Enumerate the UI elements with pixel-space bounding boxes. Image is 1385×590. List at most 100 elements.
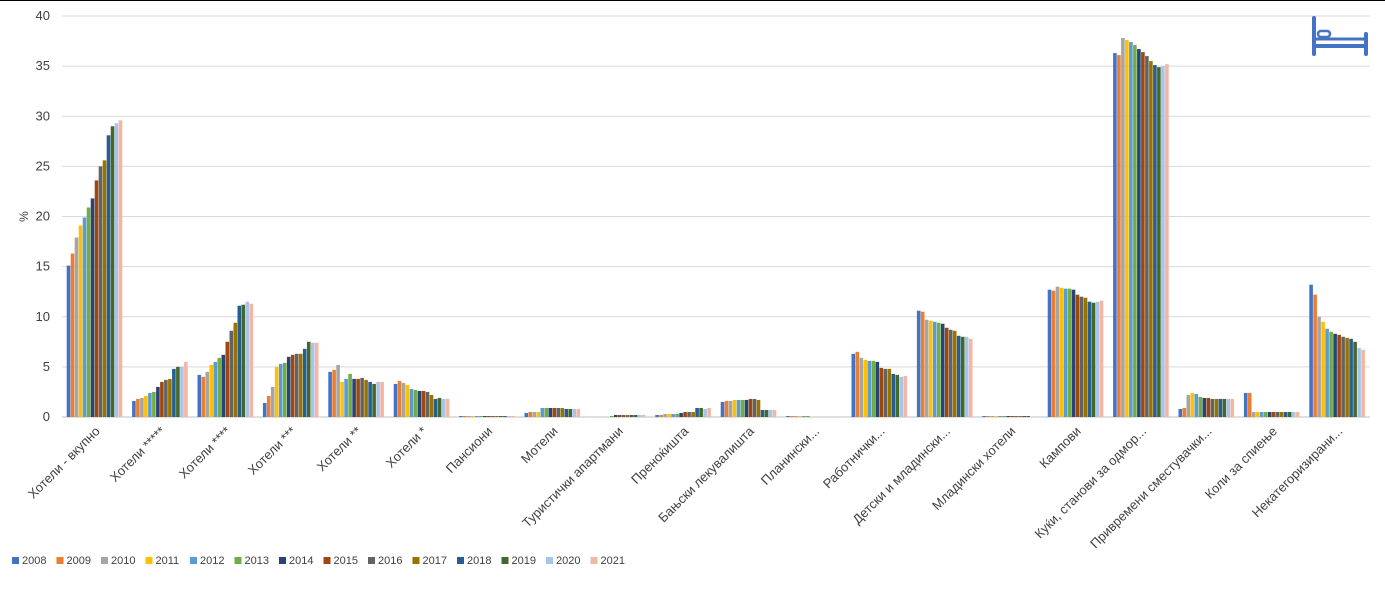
bar-2011-0 xyxy=(78,225,83,417)
bar-2009-1 xyxy=(136,398,140,417)
bar-2015-3 xyxy=(290,354,295,417)
bar-2009-4 xyxy=(332,369,336,417)
bar-2014-12 xyxy=(875,361,880,417)
bar-2021-9 xyxy=(707,407,711,417)
bar-2012-10 xyxy=(736,399,741,417)
bar-2014-2 xyxy=(221,354,226,417)
bar-2018-5 xyxy=(433,398,438,417)
bar-2019-4 xyxy=(372,383,376,417)
bar-2020-6 xyxy=(507,416,511,417)
bar-2020-10 xyxy=(768,409,773,417)
bar-2008-11 xyxy=(786,416,790,417)
bar-2017-6 xyxy=(495,416,499,417)
bar-2010-9 xyxy=(663,413,667,417)
bar-2008-18 xyxy=(1243,392,1248,417)
legend-label-2013: 2013 xyxy=(245,555,269,567)
bar-2017-7 xyxy=(560,407,565,417)
bar-2010-10 xyxy=(728,400,733,417)
bar-2016-9 xyxy=(687,411,691,417)
legend-label-2020: 2020 xyxy=(556,555,580,567)
bar-2008-17 xyxy=(1178,408,1183,417)
bar-2008-14 xyxy=(982,416,986,417)
legend-swatch-2012 xyxy=(190,557,197,564)
bar-2015-2 xyxy=(225,341,230,417)
bar-2012-6 xyxy=(475,416,479,417)
bar-2017-17 xyxy=(1214,398,1219,417)
bar-2009-10 xyxy=(724,400,729,417)
bar-2011-1 xyxy=(144,395,148,417)
bar-2011-17 xyxy=(1190,392,1195,417)
bar-2021-10 xyxy=(772,409,777,417)
bar-2011-4 xyxy=(340,381,344,417)
category-label: Привремени сместувачки... xyxy=(1087,424,1215,552)
bar-2012-3 xyxy=(278,363,283,417)
legend-swatch-2018 xyxy=(457,557,464,564)
bar-2021-16 xyxy=(1165,64,1169,418)
bar-2014-14 xyxy=(1006,416,1010,417)
bar-2018-6 xyxy=(499,416,503,417)
y-tick-label: 25 xyxy=(36,158,50,173)
bar-2015-19 xyxy=(1337,334,1341,417)
bar-2016-14 xyxy=(1014,416,1018,417)
bar-2018-10 xyxy=(760,409,765,417)
bar-2009-11 xyxy=(790,416,794,417)
bar-2016-5 xyxy=(425,391,430,417)
bar-2011-13 xyxy=(928,320,933,417)
bar-2013-13 xyxy=(936,322,941,417)
bar-2011-6 xyxy=(471,416,475,417)
bar-2016-15 xyxy=(1079,296,1084,417)
bar-2015-9 xyxy=(683,411,687,417)
bed-icon xyxy=(1312,16,1368,56)
bar-2019-12 xyxy=(895,374,900,417)
bar-2018-15 xyxy=(1087,301,1092,417)
legend-swatch-2009 xyxy=(56,557,64,564)
category-label: Куќи, станови за одмор... xyxy=(1031,424,1149,542)
bar-2008-10 xyxy=(720,401,725,417)
bar-2010-7 xyxy=(532,411,537,417)
bar-2019-0 xyxy=(110,126,115,417)
bar-2009-6 xyxy=(463,416,467,417)
bar-2008-7 xyxy=(524,412,529,417)
bar-2020-3 xyxy=(310,342,315,417)
bar-2008-1 xyxy=(132,400,136,417)
bar-2021-8 xyxy=(641,415,646,417)
bar-2010-2 xyxy=(205,371,210,417)
bar-2020-9 xyxy=(703,408,707,417)
bar-2014-13 xyxy=(940,323,945,417)
bar-2010-0 xyxy=(74,237,79,417)
bar-2018-3 xyxy=(302,348,307,417)
bar-2012-1 xyxy=(148,392,152,417)
category-label: Хотели ***** xyxy=(107,424,168,485)
bar-2017-12 xyxy=(887,368,892,417)
legend-label-2008: 2008 xyxy=(22,555,46,567)
bar-2019-19 xyxy=(1353,341,1357,417)
legend-label-2015: 2015 xyxy=(334,555,358,567)
bar-2021-18 xyxy=(1295,411,1300,417)
bar-2011-3 xyxy=(274,366,279,418)
bar-2014-1 xyxy=(156,386,160,417)
bar-2017-15 xyxy=(1083,297,1088,417)
bar-2014-6 xyxy=(483,416,487,417)
bar-2019-1 xyxy=(176,366,180,418)
bar-2020-8 xyxy=(637,415,642,417)
bar-2013-9 xyxy=(675,413,679,417)
bar-2016-7 xyxy=(556,407,561,417)
bar-2019-13 xyxy=(960,336,965,417)
bar-2021-5 xyxy=(445,398,450,417)
bar-2020-0 xyxy=(114,123,119,418)
bar-2021-0 xyxy=(118,120,123,417)
bar-2012-13 xyxy=(932,321,937,417)
bar-2014-17 xyxy=(1202,397,1207,417)
legend-label-2014: 2014 xyxy=(289,555,313,567)
y-tick-label: 0 xyxy=(43,409,50,424)
bar-2021-3 xyxy=(314,342,319,417)
legend-swatch-2013 xyxy=(234,557,242,564)
legend-label-2016: 2016 xyxy=(378,555,402,567)
bar-2009-14 xyxy=(986,416,990,417)
bar-2013-3 xyxy=(282,362,287,417)
bar-2018-1 xyxy=(172,368,176,417)
category-label: Мотели xyxy=(518,424,561,467)
bar-2009-15 xyxy=(1051,290,1056,417)
bar-2010-19 xyxy=(1317,316,1321,417)
